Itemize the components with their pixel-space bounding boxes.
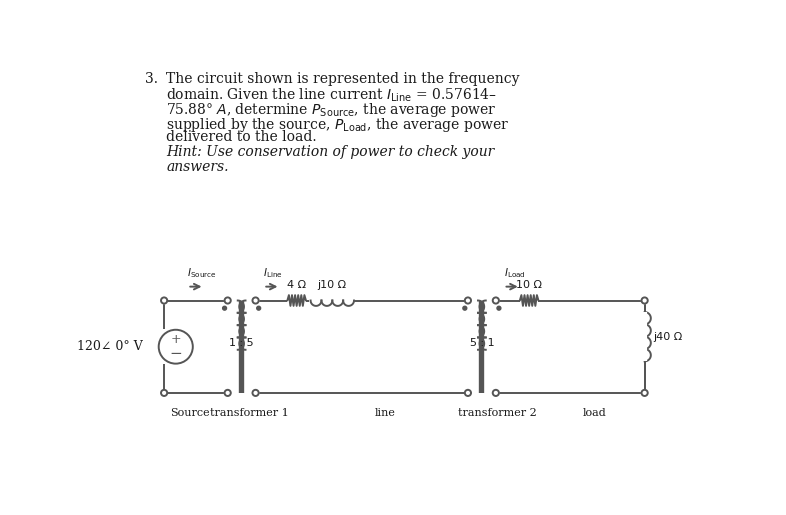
Text: Source: Source [170,408,210,418]
Text: 1 : 5: 1 : 5 [230,338,254,348]
Circle shape [225,298,231,303]
Text: delivered to the load.: delivered to the load. [167,130,317,144]
Text: supplied by the source, $P_{\mathrm{Load}}$, the average power: supplied by the source, $P_{\mathrm{Load… [167,116,509,134]
Text: 3.: 3. [145,72,158,86]
Text: 4 Ω: 4 Ω [287,281,307,290]
Circle shape [497,306,501,310]
Circle shape [641,390,648,396]
Text: 75.88° $A$, determine $P_{\mathrm{Source}}$, the average power: 75.88° $A$, determine $P_{\mathrm{Source… [167,101,497,119]
Text: $I_{\mathrm{Source}}$: $I_{\mathrm{Source}}$ [187,267,217,281]
Text: The circuit shown is represented in the frequency: The circuit shown is represented in the … [167,72,520,86]
Circle shape [463,306,467,310]
Circle shape [641,298,648,303]
Text: domain. Given the line current $I_{\mathrm{Line}}$ = 0.57614–: domain. Given the line current $I_{\math… [167,87,498,104]
Circle shape [222,306,226,310]
Text: j10 Ω: j10 Ω [318,281,347,290]
Text: $I_{\mathrm{Load}}$: $I_{\mathrm{Load}}$ [504,267,526,281]
Text: 120∠ 0° V: 120∠ 0° V [77,340,142,353]
Circle shape [161,390,167,396]
Text: $I_{\mathrm{Line}}$: $I_{\mathrm{Line}}$ [263,267,283,281]
Circle shape [465,390,471,396]
Text: Hint: Use conservation of power to check your: Hint: Use conservation of power to check… [167,145,494,159]
Text: transformer 1: transformer 1 [210,408,288,418]
Circle shape [252,298,259,303]
Text: transformer 2: transformer 2 [458,408,537,418]
Text: answers.: answers. [167,160,229,174]
Text: load: load [582,408,606,418]
Text: 5 : 1: 5 : 1 [469,338,494,348]
Text: 10 Ω: 10 Ω [516,281,542,290]
Circle shape [159,330,193,364]
Circle shape [493,390,499,396]
Text: line: line [375,408,395,418]
Circle shape [252,390,259,396]
Text: −: − [169,347,182,360]
Circle shape [225,390,231,396]
Text: j40 Ω: j40 Ω [653,332,682,341]
Circle shape [493,298,499,303]
Text: +: + [171,333,181,346]
Circle shape [465,298,471,303]
Circle shape [161,298,167,303]
Circle shape [257,306,261,310]
